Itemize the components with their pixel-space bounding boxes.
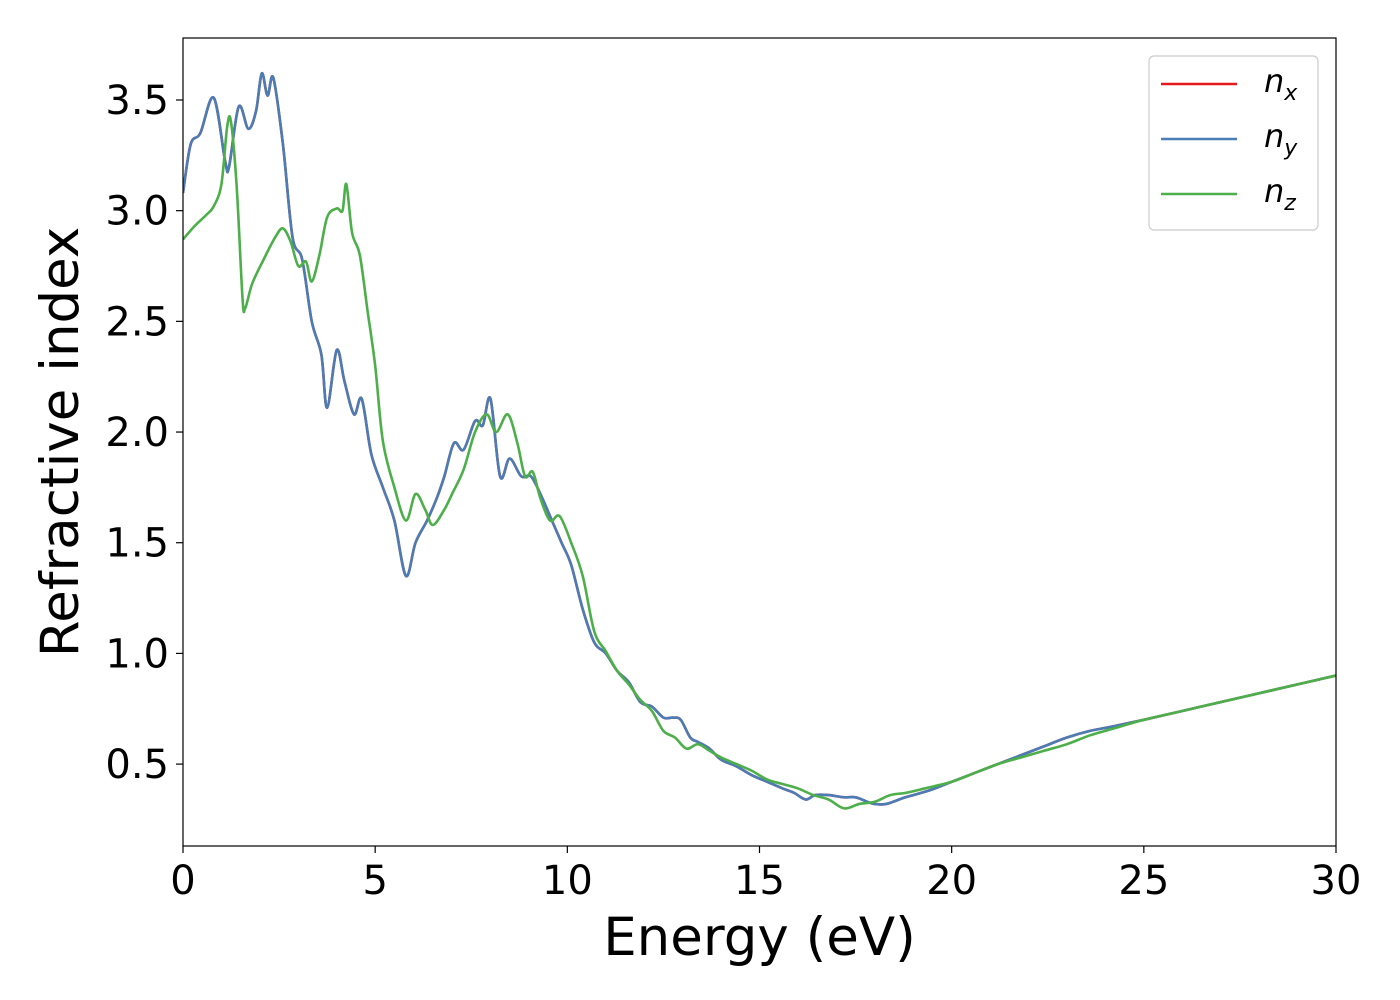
y-tick-label: 1.5 bbox=[105, 521, 169, 567]
legend-label-nx: nx bbox=[1264, 62, 1298, 106]
y-tick-label: 0.5 bbox=[105, 742, 169, 788]
x-tick-label: 5 bbox=[362, 858, 387, 904]
x-axis-ticks: 0 5 10 15 20 25 30 bbox=[170, 846, 1361, 904]
y-tick-label: 1.0 bbox=[105, 631, 169, 677]
y-axis-label: Refractive index bbox=[30, 227, 91, 657]
x-tick-label: 10 bbox=[542, 858, 593, 904]
x-tick-label: 15 bbox=[734, 858, 785, 904]
x-tick-label: 30 bbox=[1311, 858, 1362, 904]
x-tick-label: 0 bbox=[170, 858, 195, 904]
y-axis-ticks: 0.5 1.0 1.5 2.0 2.5 3.0 3.5 bbox=[105, 78, 183, 788]
x-tick-label: 25 bbox=[1118, 858, 1169, 904]
series-line-ny bbox=[183, 72, 1336, 806]
y-tick-label: 2.0 bbox=[105, 410, 169, 456]
legend-label-nz: nz bbox=[1264, 172, 1296, 216]
legend-label-ny: ny bbox=[1264, 117, 1298, 161]
y-tick-label: 3.0 bbox=[105, 189, 169, 235]
x-axis-label: Energy (eV) bbox=[603, 907, 916, 968]
series-group bbox=[183, 72, 1336, 810]
legend-box bbox=[1148, 55, 1319, 231]
series-line-nz bbox=[183, 114, 1336, 810]
y-tick-label: 3.5 bbox=[105, 78, 169, 124]
x-tick-label: 20 bbox=[926, 858, 977, 904]
legend: nx ny nz bbox=[1148, 55, 1319, 231]
y-tick-label: 2.5 bbox=[105, 299, 169, 345]
